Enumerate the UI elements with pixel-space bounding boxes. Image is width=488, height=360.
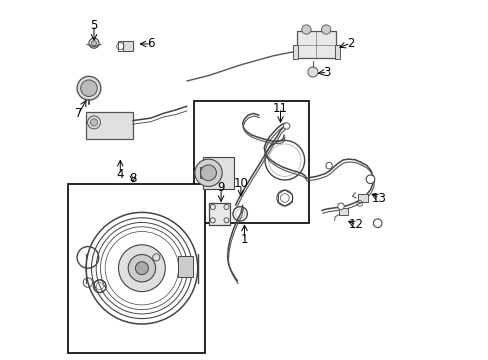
Circle shape bbox=[321, 25, 330, 34]
Circle shape bbox=[135, 262, 148, 275]
Circle shape bbox=[87, 116, 101, 129]
Bar bbox=[194, 101, 309, 223]
Text: 6: 6 bbox=[147, 37, 154, 50]
Text: 5: 5 bbox=[90, 19, 98, 32]
Bar bbox=[122, 41, 133, 51]
Circle shape bbox=[337, 203, 344, 210]
Text: 12: 12 bbox=[348, 219, 363, 231]
Text: 1: 1 bbox=[240, 233, 248, 246]
Circle shape bbox=[89, 38, 99, 48]
Bar bbox=[178, 256, 193, 277]
Text: 2: 2 bbox=[346, 37, 354, 50]
Circle shape bbox=[118, 245, 165, 292]
Circle shape bbox=[128, 255, 155, 282]
Bar bbox=[334, 45, 339, 59]
Bar bbox=[292, 45, 298, 59]
Bar bbox=[86, 112, 133, 139]
Text: 8: 8 bbox=[129, 172, 136, 185]
Circle shape bbox=[373, 219, 381, 228]
Bar bbox=[200, 167, 205, 178]
Bar bbox=[296, 31, 336, 58]
Circle shape bbox=[307, 67, 317, 77]
Text: 7: 7 bbox=[75, 107, 82, 120]
Circle shape bbox=[301, 25, 310, 34]
Bar bbox=[338, 208, 347, 215]
Circle shape bbox=[194, 159, 222, 186]
Bar bbox=[203, 157, 233, 189]
Text: 3: 3 bbox=[323, 66, 330, 78]
Circle shape bbox=[366, 175, 374, 184]
Text: 9: 9 bbox=[217, 181, 224, 194]
Text: 13: 13 bbox=[371, 192, 386, 204]
Bar bbox=[209, 203, 230, 225]
Circle shape bbox=[91, 41, 96, 46]
Circle shape bbox=[325, 162, 332, 169]
Bar bbox=[358, 194, 367, 202]
Circle shape bbox=[81, 80, 97, 96]
Text: 4: 4 bbox=[116, 168, 124, 181]
Text: 11: 11 bbox=[272, 102, 287, 114]
Text: 10: 10 bbox=[233, 177, 248, 190]
Circle shape bbox=[90, 119, 98, 126]
Bar bbox=[68, 184, 204, 353]
Circle shape bbox=[77, 76, 101, 100]
Circle shape bbox=[200, 165, 216, 181]
Circle shape bbox=[283, 123, 289, 129]
